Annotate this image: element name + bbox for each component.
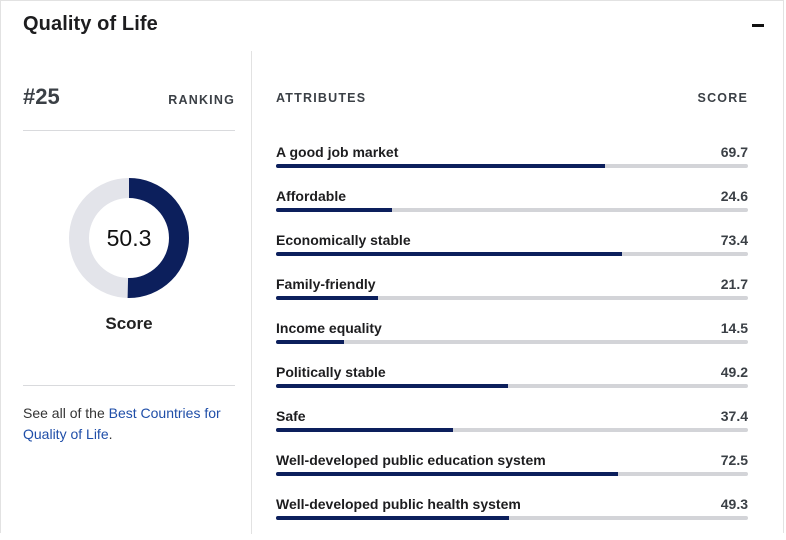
score-bar-track [276,472,748,476]
score-bar-track [276,252,748,256]
attribute-score: 72.5 [720,452,748,468]
attribute-label: A good job market [276,144,399,160]
attribute-row: A good job market 69.7 [276,144,748,188]
attribute-label: Politically stable [276,364,386,380]
attribute-score: 14.5 [720,320,748,336]
score-bar-track [276,340,748,344]
attribute-row: Income equality 14.5 [276,320,748,364]
score-bar-track [276,208,748,212]
collapse-button[interactable] [749,11,769,37]
attribute-row: Affordable 24.6 [276,188,748,232]
see-all-prefix: See all of the [23,405,109,421]
attribute-score: 37.4 [720,408,748,424]
ranking-value: #25 [23,84,60,109]
score-donut-chart [69,178,189,298]
score-bar-track [276,164,748,168]
score-bar-fill [276,340,345,344]
attribute-row: Economically stable 73.4 [276,232,748,276]
attribute-label: Safe [276,408,306,424]
score-bar-fill [276,516,509,520]
attribute-label: Family-friendly [276,276,376,292]
attribute-score: 21.7 [720,276,748,292]
attribute-row: Family-friendly 21.7 [276,276,748,320]
attribute-label: Economically stable [276,232,411,248]
score-caption: Score [105,314,153,333]
attribute-row: Well-developed public education system 72… [276,452,748,496]
score-value: 50.3 [106,224,152,251]
score-bar-fill [276,164,605,168]
card-header: Quality of Life [1,1,783,51]
attribute-row: Politically stable 49.2 [276,364,748,408]
attributes-header: ATTRIBUTES [276,91,367,105]
score-header: SCORE [697,91,748,105]
panel-divider [251,51,252,534]
donut-arc [69,178,189,298]
attribute-score: 49.3 [720,496,748,512]
best-countries-link[interactable]: Best Countries for Quality of Life [23,405,221,442]
attributes-panel: ATTRIBUTES SCORE A good job market 69.7 Af… [276,51,748,534]
attribute-score: 69.7 [720,144,748,160]
card-title: Quality of Life [23,13,158,35]
score-bar-fill [276,472,619,476]
score-bar-fill [276,252,623,256]
attribute-score: 73.4 [720,232,748,248]
score-bar-fill [276,296,379,300]
see-all-suffix: . [108,426,113,442]
attribute-row: Safe 37.4 [276,408,748,452]
see-all-divider [23,385,235,386]
attribute-row: Well-developed public health system 49.3 [276,496,748,540]
score-bar-track [276,428,748,432]
see-all-text: See all of the Best Countries for Qualit… [23,403,235,445]
score-donut: 50.3 [68,177,190,299]
attribute-label: Well-developed public education system [276,452,546,468]
ranking-label: RANKING [168,93,235,107]
attribute-label: Affordable [276,188,346,204]
score-bar-fill [276,428,453,432]
ranking-divider [23,130,235,131]
attribute-score: 49.2 [720,364,748,380]
minus-icon [752,24,764,27]
score-bar-fill [276,384,509,388]
score-bar-track [276,516,748,520]
ranking-panel: #25 RANKING 50.3 Score See all of the Be… [23,51,235,534]
score-bar-fill [276,208,393,212]
attribute-label: Income equality [276,320,382,336]
attribute-score: 24.6 [720,188,748,204]
score-bar-track [276,296,748,300]
score-bar-track [276,384,748,388]
attribute-label: Well-developed public health system [276,496,521,512]
